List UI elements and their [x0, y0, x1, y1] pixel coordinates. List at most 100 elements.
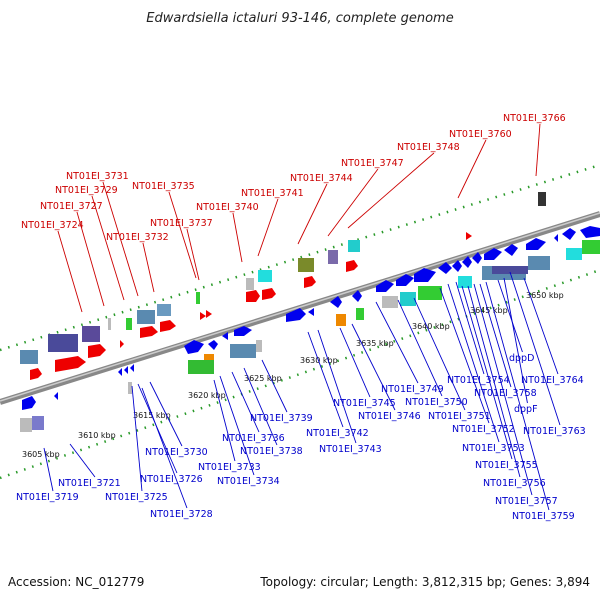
- gene-arrow[interactable]: [462, 256, 472, 268]
- gene-feature[interactable]: [48, 334, 78, 352]
- gene-label[interactable]: NT01EI_3764: [521, 375, 584, 386]
- gene-label[interactable]: NT01EI_3740: [196, 202, 259, 213]
- gene-label[interactable]: NT01EI_3727: [40, 201, 103, 212]
- gene-label[interactable]: NT01EI_3750: [405, 397, 468, 408]
- gene-arrow[interactable]: [88, 344, 106, 358]
- gene-feature[interactable]: [32, 416, 44, 430]
- gene-arrow[interactable]: [124, 366, 128, 374]
- gene-arrow[interactable]: [200, 312, 206, 320]
- gene-arrow[interactable]: [438, 262, 452, 274]
- gene-feature[interactable]: [258, 270, 272, 282]
- gene-feature[interactable]: [82, 326, 100, 342]
- gene-label[interactable]: NT01EI_3752: [452, 424, 515, 435]
- gene-label[interactable]: NT01EI_3760: [449, 129, 512, 140]
- gene-arrow[interactable]: [222, 332, 228, 340]
- gene-feature[interactable]: [418, 286, 442, 300]
- gene-arrow[interactable]: [376, 280, 394, 292]
- gene-feature[interactable]: [538, 192, 546, 206]
- gene-arrow[interactable]: [54, 392, 58, 400]
- gene-feature[interactable]: [128, 382, 132, 394]
- gene-label[interactable]: NT01EI_3732: [106, 232, 169, 243]
- gene-label[interactable]: NT01EI_3755: [475, 460, 538, 471]
- gene-arrow[interactable]: [308, 308, 314, 316]
- gene-arrow[interactable]: [140, 326, 158, 338]
- gene-arrow[interactable]: [472, 252, 482, 264]
- gene-arrow[interactable]: [30, 368, 42, 380]
- gene-feature[interactable]: [336, 314, 346, 326]
- gene-arrow[interactable]: [346, 260, 358, 272]
- gene-feature[interactable]: [356, 308, 364, 320]
- gene-label[interactable]: NT01EI_3757: [495, 496, 558, 507]
- gene-arrow[interactable]: [304, 276, 316, 288]
- gene-label[interactable]: NT01EI_3758: [474, 388, 537, 399]
- gene-label[interactable]: NT01EI_3728: [150, 509, 213, 520]
- gene-feature[interactable]: [566, 248, 582, 260]
- gene-feature[interactable]: [230, 344, 256, 358]
- gene-arrow[interactable]: [130, 364, 134, 372]
- gene-arrow[interactable]: [452, 260, 462, 272]
- gene-arrow[interactable]: [396, 274, 414, 286]
- gene-feature[interactable]: [20, 418, 32, 432]
- gene-feature[interactable]: [328, 250, 338, 264]
- gene-feature[interactable]: [188, 360, 214, 374]
- gene-feature[interactable]: [382, 296, 398, 308]
- gene-arrow[interactable]: [262, 288, 276, 300]
- gene-label[interactable]: NT01EI_3725: [105, 492, 168, 503]
- gene-label[interactable]: NT01EI_3756: [483, 478, 546, 489]
- gene-label[interactable]: NT01EI_3736: [222, 433, 285, 444]
- gene-feature[interactable]: [400, 292, 416, 306]
- gene-feature[interactable]: [458, 276, 472, 288]
- gene-feature[interactable]: [157, 304, 171, 316]
- gene-feature[interactable]: [196, 292, 200, 304]
- gene-label[interactable]: NT01EI_3737: [150, 218, 213, 229]
- gene-label[interactable]: NT01EI_3748: [397, 142, 460, 153]
- gene-label[interactable]: NT01EI_3743: [319, 444, 382, 455]
- gene-arrow[interactable]: [120, 340, 124, 348]
- gene-label[interactable]: dppF: [514, 404, 538, 415]
- gene-label[interactable]: NT01EI_3731: [66, 171, 129, 182]
- gene-feature[interactable]: [204, 354, 214, 360]
- gene-label[interactable]: NT01EI_3738: [240, 446, 303, 457]
- gene-label[interactable]: NT01EI_3741: [241, 188, 304, 199]
- gene-feature[interactable]: [492, 266, 528, 274]
- gene-arrow[interactable]: [352, 290, 362, 302]
- gene-arrow[interactable]: [562, 228, 576, 240]
- gene-arrow[interactable]: [206, 310, 212, 318]
- gene-label[interactable]: NT01EI_3749: [381, 384, 444, 395]
- gene-label[interactable]: NT01EI_3724: [21, 220, 84, 231]
- gene-arrow[interactable]: [118, 368, 122, 376]
- gene-arrow[interactable]: [22, 396, 36, 410]
- gene-label[interactable]: NT01EI_3754: [447, 375, 510, 386]
- gene-label[interactable]: NT01EI_3733: [198, 462, 261, 473]
- gene-label[interactable]: NT01EI_3751: [428, 411, 491, 422]
- gene-label[interactable]: NT01EI_3739: [250, 413, 313, 424]
- gene-label[interactable]: NT01EI_3719: [16, 492, 79, 503]
- gene-label[interactable]: NT01EI_3734: [217, 476, 280, 487]
- gene-label[interactable]: NT01EI_3759: [512, 511, 575, 522]
- gene-arrow[interactable]: [184, 340, 204, 354]
- gene-label[interactable]: NT01EI_3742: [306, 428, 369, 439]
- gene-label[interactable]: NT01EI_3744: [290, 173, 353, 184]
- gene-label[interactable]: NT01EI_3729: [55, 185, 118, 196]
- gene-arrow[interactable]: [208, 340, 218, 350]
- gene-arrow[interactable]: [286, 308, 306, 322]
- gene-arrow[interactable]: [484, 248, 502, 260]
- gene-feature[interactable]: [528, 256, 550, 270]
- gene-feature[interactable]: [20, 350, 38, 364]
- gene-arrow[interactable]: [466, 232, 472, 240]
- gene-label[interactable]: NT01EI_3747: [341, 158, 404, 169]
- gene-arrow[interactable]: [246, 290, 260, 302]
- gene-arrow[interactable]: [330, 296, 342, 308]
- gene-feature[interactable]: [137, 310, 155, 324]
- gene-feature[interactable]: [126, 318, 132, 330]
- gene-arrow[interactable]: [526, 238, 546, 250]
- gene-label[interactable]: NT01EI_3726: [140, 474, 203, 485]
- gene-arrow[interactable]: [580, 226, 600, 238]
- gene-feature[interactable]: [256, 340, 262, 352]
- gene-feature[interactable]: [108, 318, 111, 330]
- gene-label[interactable]: NT01EI_3735: [132, 181, 195, 192]
- gene-arrow[interactable]: [504, 244, 518, 256]
- gene-arrow[interactable]: [554, 234, 558, 242]
- gene-label[interactable]: dppD: [509, 353, 534, 364]
- gene-feature[interactable]: [246, 278, 254, 290]
